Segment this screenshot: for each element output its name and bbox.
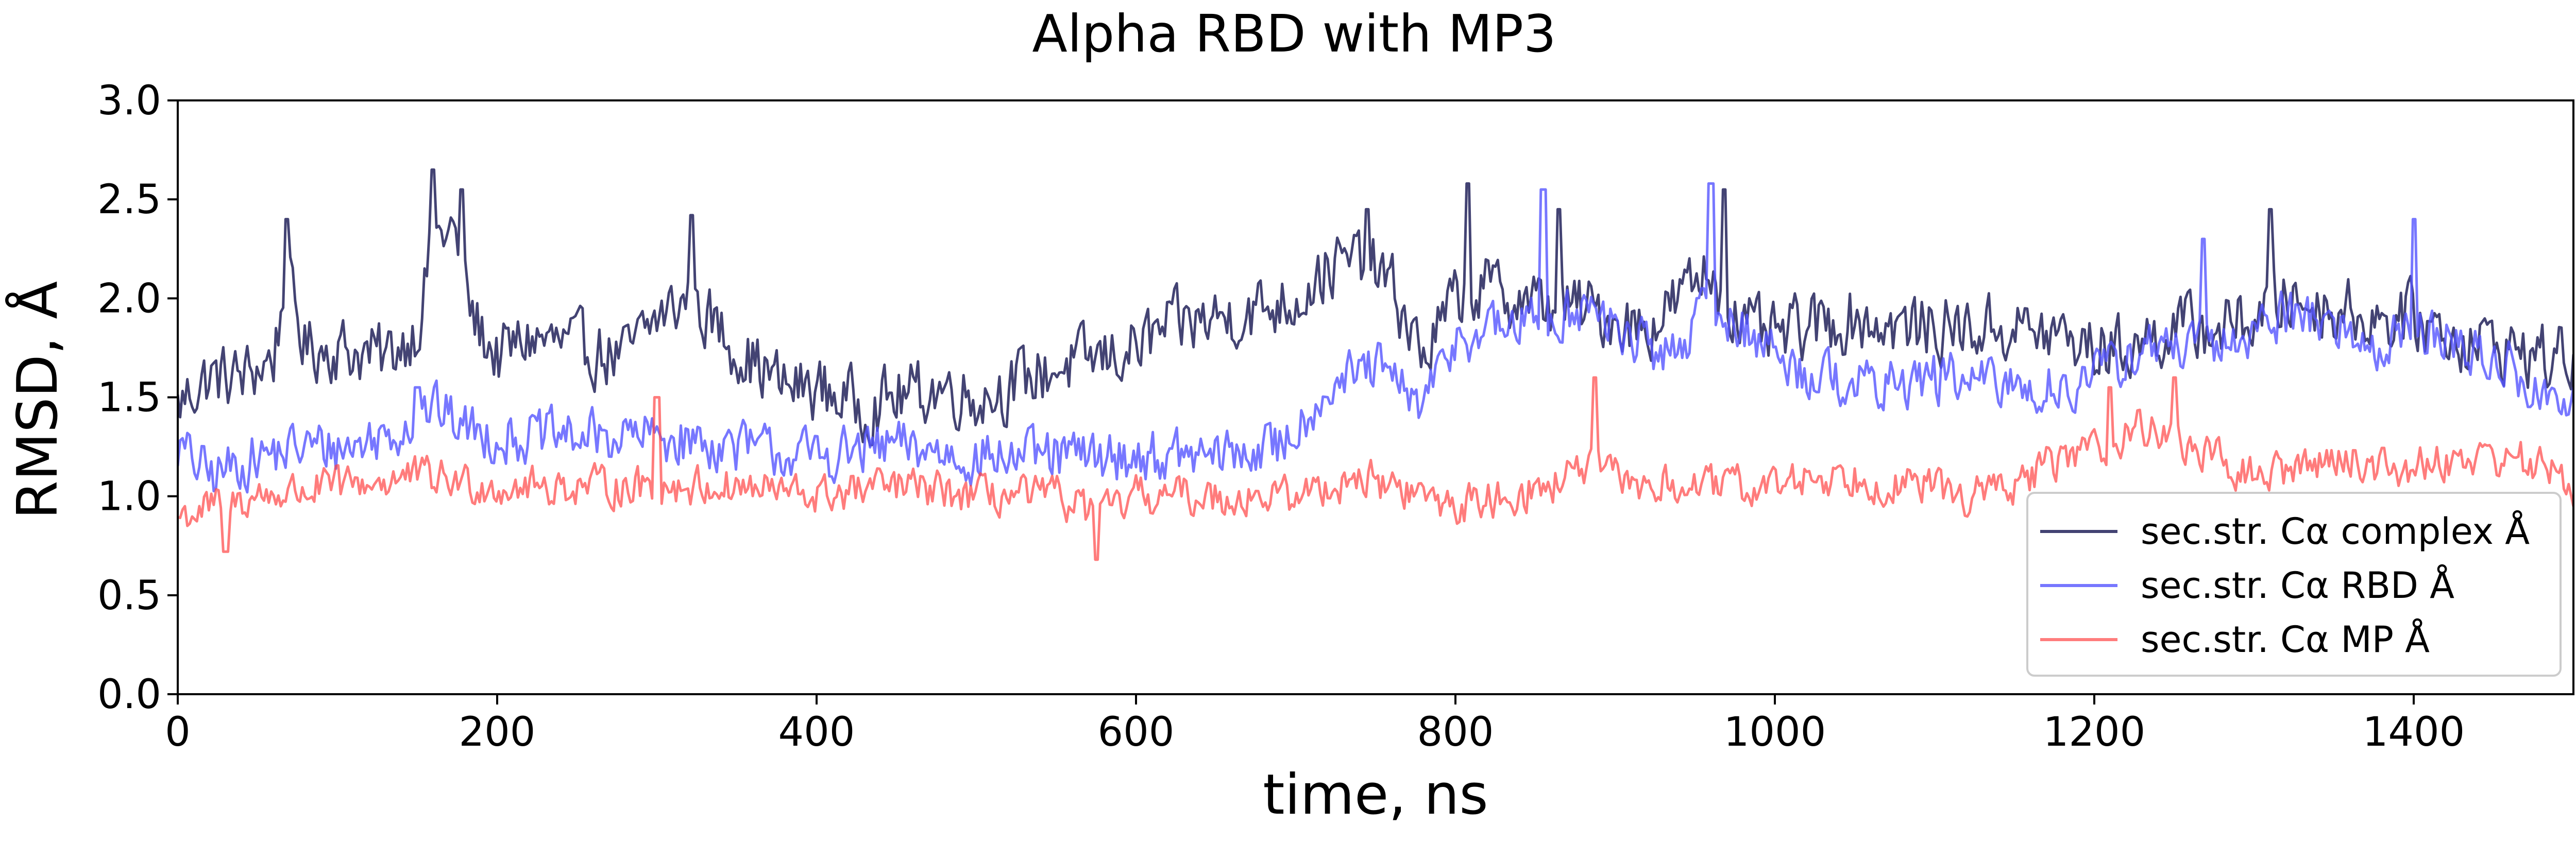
y-tick-label: 2.0 xyxy=(97,276,161,322)
y-tick-label: 3.0 xyxy=(97,78,161,124)
x-tick-label: 800 xyxy=(1417,709,1494,755)
x-tick-label: 1200 xyxy=(2043,709,2146,755)
x-axis-label: time, ns xyxy=(1263,763,1488,827)
x-tick-label: 600 xyxy=(1098,709,1175,755)
legend-label: sec.str. Cα MP Å xyxy=(2141,618,2430,661)
series-line-2 xyxy=(178,376,2573,561)
x-tick-label: 1000 xyxy=(1724,709,1826,755)
y-tick-label: 1.5 xyxy=(97,375,161,421)
legend-box xyxy=(2026,492,2562,677)
x-tick-label: 400 xyxy=(778,709,855,755)
legend-label: sec.str. Cα complex Å xyxy=(2141,510,2530,553)
series-line-1 xyxy=(178,182,2573,494)
y-tick-label: 0.5 xyxy=(97,573,161,619)
y-tick-label: 2.5 xyxy=(97,177,161,223)
y-tick-label: 0.0 xyxy=(97,672,161,718)
legend: sec.str. Cα complex Å sec.str. Cα RBD Å se… xyxy=(2026,492,2562,677)
x-tick-label: 200 xyxy=(459,709,536,755)
plot-frame xyxy=(177,99,2574,695)
x-tick-label: 0 xyxy=(165,709,191,755)
ticks-layer: 0 200 400 600 800 1000 1200 1400 0.0 0.5 1.0 1.5 2.0… xyxy=(97,78,2465,755)
chart-title: Alpha RBD with MP3 xyxy=(1032,4,1556,64)
series-layer xyxy=(178,168,2573,561)
y-tick-label: 1.0 xyxy=(97,474,161,520)
x-tick-label: 1400 xyxy=(2363,709,2465,755)
y-axis-label: RMSD, Å xyxy=(5,281,70,519)
series-line-0 xyxy=(178,168,2573,447)
legend-label: sec.str. Cα RBD Å xyxy=(2141,564,2454,607)
